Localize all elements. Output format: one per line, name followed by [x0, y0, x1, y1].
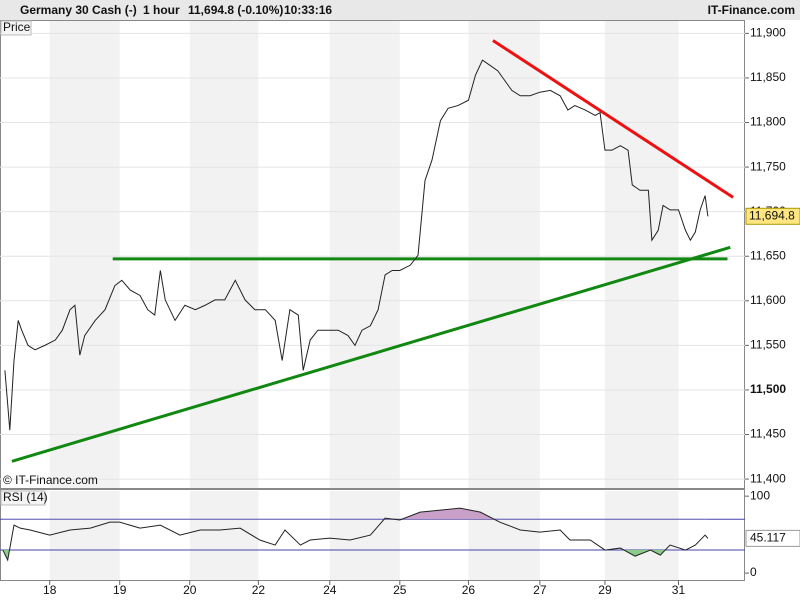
y-tick-label: 100	[750, 488, 770, 502]
x-tick-label: 29	[598, 583, 612, 597]
y-tick-label: 11,750	[750, 159, 786, 173]
x-tick-label: 27	[533, 583, 547, 597]
y-tick-label: 0	[750, 565, 757, 579]
header-bar	[0, 0, 800, 20]
price-line	[4, 59, 709, 431]
x-tick-label: 20	[183, 583, 197, 597]
day-band	[189, 21, 259, 488]
day-band	[49, 491, 120, 580]
y-tick-label: 11,400	[750, 471, 786, 485]
x-tick-label: 26	[462, 583, 476, 597]
day-band	[189, 491, 259, 580]
quote: 11,694.8 (-0.10%)	[188, 3, 283, 17]
instrument: Germany 30 Cash (-)	[20, 3, 137, 17]
x-tick-label: 24	[323, 583, 337, 597]
y-tick-label: 11,500	[750, 382, 786, 396]
time: 10:33:16	[284, 3, 332, 17]
y-tick-label: 11,450	[750, 427, 786, 441]
panel-label: RSI (14)	[3, 490, 48, 504]
y-tick-label: 11,800	[750, 115, 786, 129]
day-band	[49, 21, 120, 488]
y-tick-label: 11,850	[750, 70, 786, 84]
panel-label-box	[0, 20, 32, 36]
panel-label: Price	[3, 20, 31, 34]
last-value: 45.117	[750, 531, 786, 545]
rsi-overbought	[384, 508, 495, 520]
x-tick-label: 25	[393, 583, 407, 597]
last-price-box	[745, 207, 800, 225]
credit: © IT-Finance.com	[3, 473, 98, 487]
brand: IT-Finance.com	[708, 3, 795, 17]
period: 1 hour	[143, 3, 180, 17]
day-band	[329, 491, 400, 580]
day-band	[329, 21, 400, 488]
y-tick-label: 11,650	[750, 248, 786, 262]
x-tick-label: 22	[252, 583, 266, 597]
trendline	[492, 39, 734, 199]
rsi-frame	[0, 489, 745, 581]
x-tick-label: 18	[43, 583, 57, 597]
trendline	[11, 245, 731, 463]
price-line	[2, 507, 709, 562]
panel	[0, 21, 745, 488]
panel	[0, 491, 745, 580]
day-band	[604, 21, 679, 488]
y-tick-label: 11,550	[750, 338, 786, 352]
y-tick-label: 11,900	[750, 26, 786, 40]
panel-label-box	[0, 490, 46, 506]
x-tick-label: 31	[672, 583, 686, 597]
y-tick-label: 11,600	[750, 293, 786, 307]
rsi-oversold	[2, 550, 708, 560]
x-tick-label: 19	[113, 583, 127, 597]
price-frame	[0, 20, 745, 489]
day-band	[604, 491, 679, 580]
day-band	[468, 491, 540, 580]
day-band	[468, 21, 540, 488]
last-price: 11,694.8	[749, 208, 795, 222]
last-value-box	[745, 529, 800, 547]
